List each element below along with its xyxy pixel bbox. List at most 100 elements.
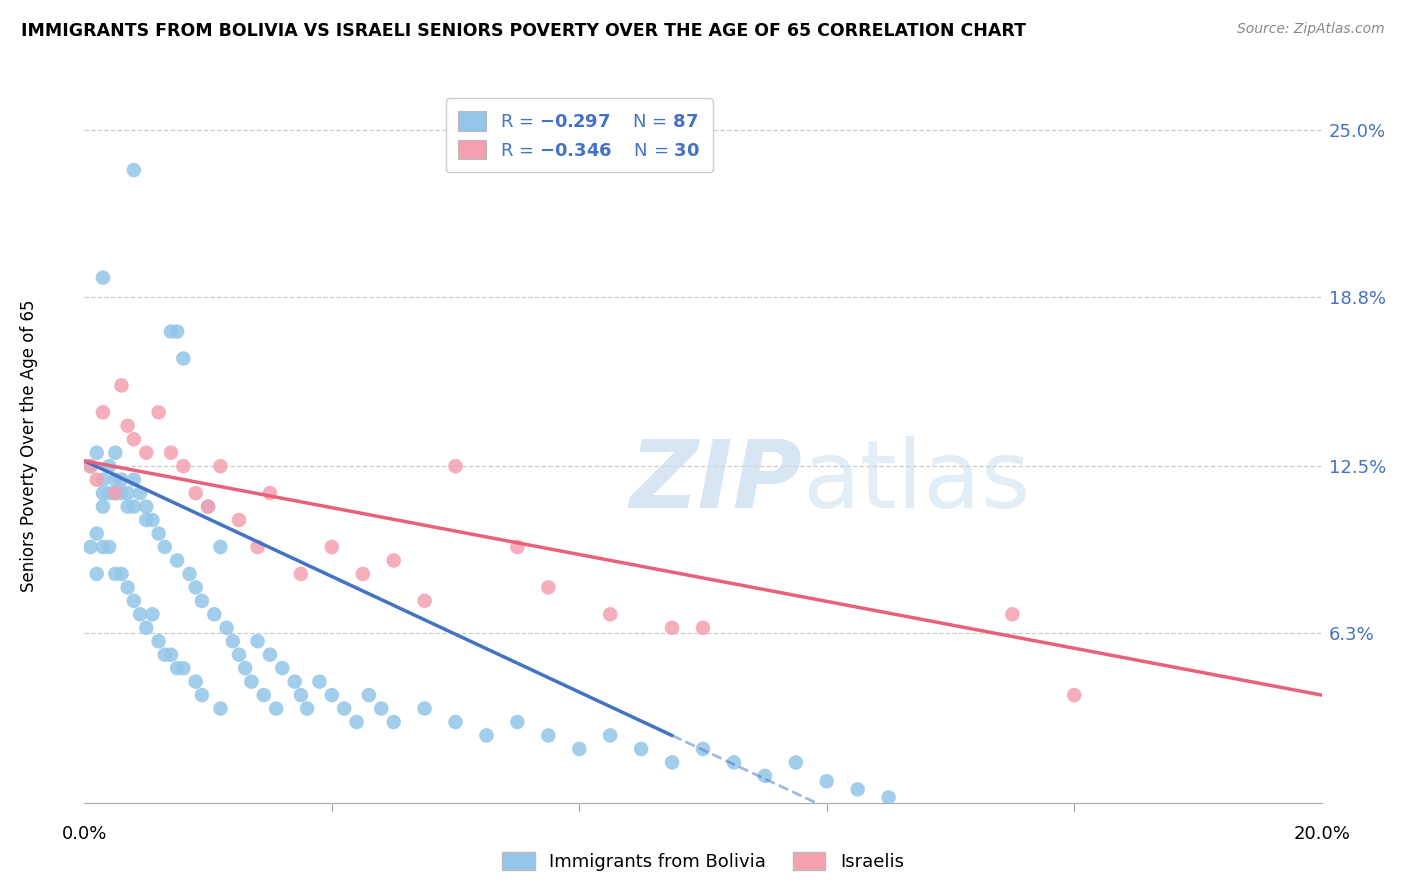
Point (209, 540, 232, 554)
Legend: R = $\bf{-0.297}$    N = $\bf{87}$, R = $\bf{-0.346}$    N = $\bf{30}$: R = $\bf{-0.297}$ N = $\bf{87}$, R = $\b… (446, 98, 713, 172)
Point (264, 701, 287, 715)
Point (166, 553, 188, 567)
Text: 20.0%: 20.0% (1294, 825, 1350, 843)
Point (141, 607, 163, 622)
Point (290, 566, 312, 581)
Point (1063, 688, 1085, 702)
Point (184, 486, 207, 500)
Point (141, 513, 163, 527)
Text: atlas: atlas (801, 435, 1031, 528)
Point (104, 486, 127, 500)
Point (233, 661, 256, 675)
Point (475, 729, 498, 743)
Point (148, 526, 170, 541)
Point (785, 756, 807, 770)
Text: Source: ZipAtlas.com: Source: ZipAtlas.com (1237, 22, 1385, 37)
Point (79, 540, 101, 554)
Point (135, 446, 157, 460)
Point (104, 566, 127, 581)
Point (135, 621, 157, 635)
Point (122, 500, 145, 514)
Point (877, 790, 900, 805)
Point (202, 607, 225, 622)
Point (253, 688, 276, 702)
Point (333, 701, 356, 715)
Point (413, 594, 436, 608)
Point (290, 688, 312, 702)
Point (846, 782, 869, 797)
Point (110, 473, 132, 487)
Point (413, 701, 436, 715)
Point (135, 513, 157, 527)
Point (321, 688, 343, 702)
Point (79, 459, 101, 474)
Point (692, 621, 714, 635)
Point (228, 513, 250, 527)
Point (1001, 607, 1024, 622)
Point (815, 774, 838, 789)
Point (122, 473, 145, 487)
Point (506, 714, 529, 729)
Point (166, 325, 188, 339)
Point (537, 729, 560, 743)
Point (86, 526, 108, 541)
Point (370, 701, 392, 715)
Point (630, 742, 652, 756)
Point (160, 446, 183, 460)
Point (117, 486, 139, 500)
Point (382, 714, 405, 729)
Point (246, 540, 269, 554)
Point (197, 500, 219, 514)
Point (599, 607, 621, 622)
Point (135, 500, 157, 514)
Point (110, 486, 132, 500)
Point (215, 621, 238, 635)
Point (754, 769, 776, 783)
Text: Seniors Poverty Over the Age of 65: Seniors Poverty Over the Age of 65 (20, 300, 38, 592)
Point (86, 446, 108, 460)
Point (104, 486, 127, 500)
Legend: Immigrants from Bolivia, Israelis: Immigrants from Bolivia, Israelis (495, 845, 911, 879)
Point (79, 459, 101, 474)
Point (222, 634, 245, 648)
Point (86, 473, 108, 487)
Point (129, 607, 152, 622)
Point (191, 594, 214, 608)
Point (692, 742, 714, 756)
Point (321, 540, 343, 554)
Point (91, 473, 114, 487)
Point (259, 648, 281, 662)
Point (98, 486, 121, 500)
Point (148, 405, 170, 419)
Point (723, 756, 745, 770)
Point (110, 378, 132, 392)
Point (506, 540, 529, 554)
Point (240, 674, 263, 689)
Point (117, 580, 139, 594)
Point (122, 163, 145, 178)
Point (172, 351, 194, 366)
Point (172, 459, 194, 474)
Point (129, 486, 152, 500)
Point (117, 418, 139, 433)
Point (122, 594, 145, 608)
Point (209, 701, 232, 715)
Point (284, 674, 307, 689)
Point (160, 325, 183, 339)
Point (104, 473, 127, 487)
Point (444, 714, 467, 729)
Point (91, 270, 114, 285)
Point (246, 634, 269, 648)
Point (153, 540, 176, 554)
Point (86, 566, 108, 581)
Point (91, 540, 114, 554)
Point (98, 540, 121, 554)
Point (91, 500, 114, 514)
Text: ZIP: ZIP (628, 435, 801, 528)
Point (153, 648, 176, 662)
Point (346, 714, 368, 729)
Point (209, 459, 232, 474)
Point (179, 566, 201, 581)
Point (91, 486, 114, 500)
Point (110, 566, 132, 581)
